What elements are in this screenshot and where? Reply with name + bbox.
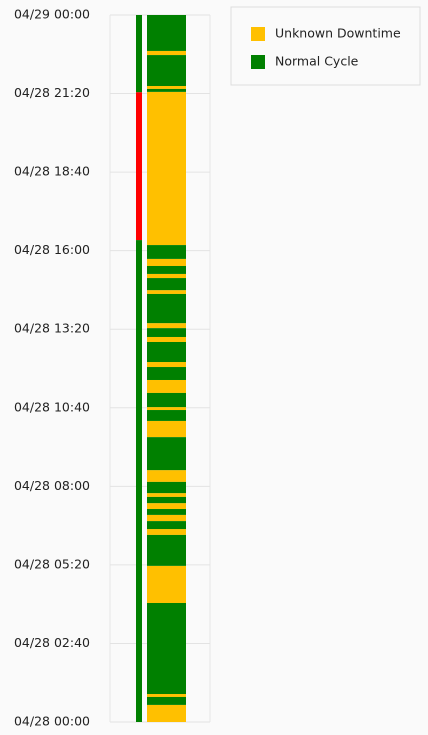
state-segment: [147, 55, 186, 86]
state-segment: [147, 91, 186, 246]
y-tick-label: 04/28 02:40: [14, 635, 90, 650]
legend-swatch: [251, 55, 265, 69]
state-segment: [147, 481, 186, 494]
y-tick-label: 04/28 00:00: [14, 714, 90, 729]
state-segment: [147, 704, 186, 722]
legend-box: [230, 6, 421, 86]
y-tick-label: 04/28 10:40: [14, 399, 90, 414]
state-segment: [147, 514, 186, 522]
y-tick-label: 04/28 18:40: [14, 164, 90, 179]
state-segment: [147, 265, 186, 274]
state-segment: [147, 437, 186, 471]
state-segment: [147, 336, 186, 342]
state-segment: [147, 15, 186, 51]
state-segment: [147, 293, 186, 324]
y-tick-label: 04/28 16:00: [14, 242, 90, 257]
state-segment: [147, 328, 186, 337]
state-segment: [147, 410, 186, 421]
state-segment: [147, 379, 186, 393]
state-segment: [147, 88, 186, 92]
state-segment: [147, 420, 186, 438]
state-segment: [147, 290, 186, 294]
state-segment: [147, 50, 186, 56]
status-segment: [136, 240, 142, 723]
state-segment: [147, 529, 186, 535]
y-tick-label: 04/28 21:20: [14, 85, 90, 100]
legend-label: Unknown Downtime: [275, 26, 401, 41]
state-segment: [147, 509, 186, 515]
state-segment: [147, 694, 186, 697]
state-segment: [147, 367, 186, 380]
state-segment: [147, 602, 186, 695]
state-segment: [147, 323, 186, 329]
state-segment: [147, 470, 186, 482]
y-tick-label: 04/29 00:00: [14, 7, 90, 22]
legend-label: Normal Cycle: [275, 54, 359, 69]
state-segment: [147, 565, 186, 603]
state-segment: [147, 496, 186, 504]
state-segment: [147, 392, 186, 408]
state-segment: [147, 85, 186, 89]
state-segment: [147, 362, 186, 368]
legend-swatch: [251, 27, 265, 41]
y-tick-label: 04/28 13:20: [14, 321, 90, 336]
status-segment: [136, 92, 142, 241]
state-segment: [147, 503, 186, 510]
state-segment: [147, 534, 186, 566]
y-tick-label: 04/28 08:00: [14, 478, 90, 493]
state-segment: [147, 493, 186, 497]
state-segment: [147, 273, 186, 279]
state-segment: [147, 245, 186, 259]
status-segment: [136, 15, 142, 93]
state-segment: [147, 341, 186, 363]
state-segment: [147, 407, 186, 411]
state-segment: [147, 696, 186, 705]
state-segment: [147, 278, 186, 291]
y-tick-label: 04/28 05:20: [14, 556, 90, 571]
state-segment: [147, 521, 186, 530]
state-segment: [147, 258, 186, 266]
